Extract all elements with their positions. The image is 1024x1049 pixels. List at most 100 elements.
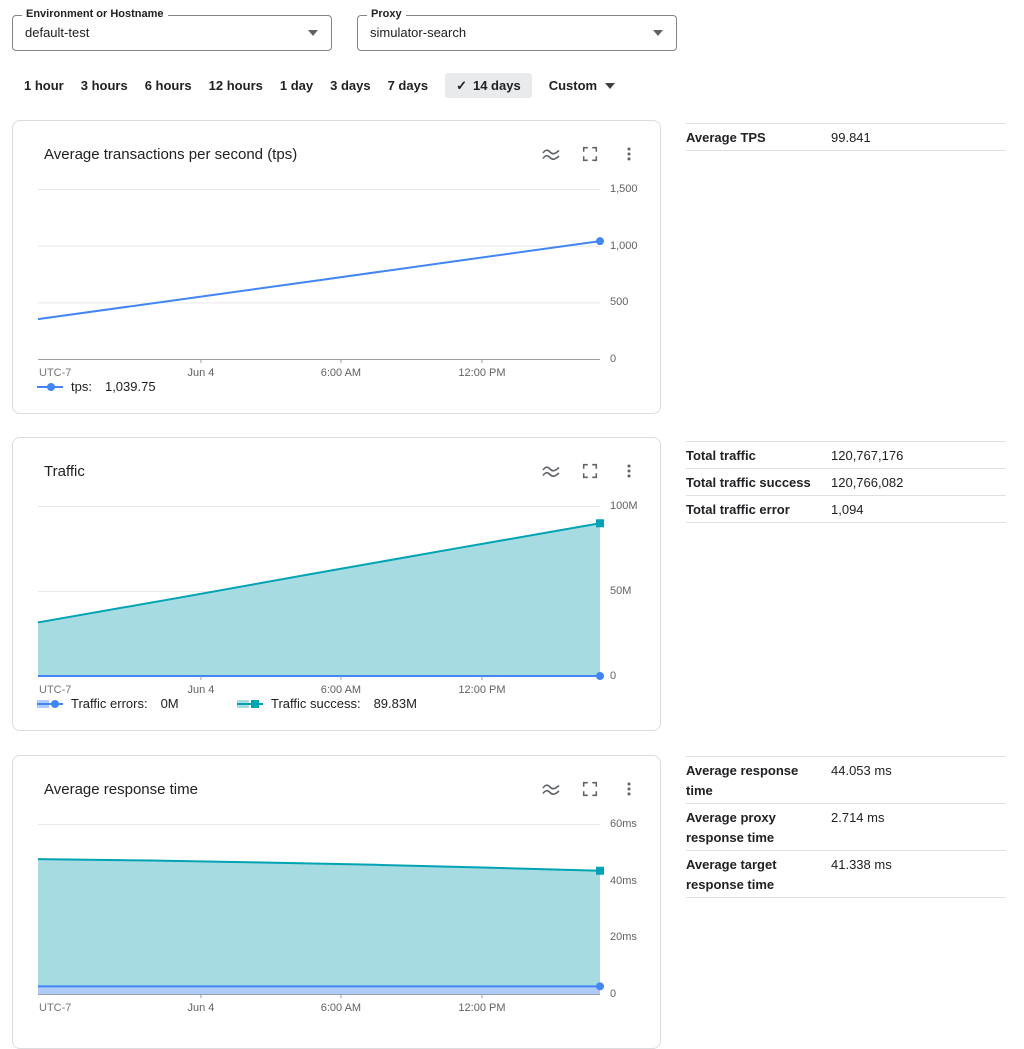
legend-item-tps[interactable]: tps: 1,039.75 <box>37 379 237 394</box>
stats-table-tps: Average TPS 99.841 <box>686 123 1006 151</box>
environment-select[interactable]: Environment or Hostname default-test <box>12 8 332 51</box>
time-range-label: 7 days <box>387 78 429 93</box>
stats-row: Average proxy response time 2.714 ms <box>686 804 1006 851</box>
time-range-7-days[interactable]: 7 days <box>388 73 428 98</box>
x-axis-tick-label: Jun 4 <box>187 684 215 696</box>
time-range-1-day[interactable]: 1 day <box>280 73 313 98</box>
time-range-label: 3 hours <box>80 78 128 93</box>
series-area <box>38 859 600 994</box>
fullscreen-icon[interactable] <box>579 460 601 482</box>
time-range-3-hours[interactable]: 3 hours <box>81 73 128 98</box>
x-axis-tick-label: Jun 4 <box>187 1002 215 1014</box>
series-line <box>37 522 601 624</box>
stat-value: 2.714 ms <box>831 810 885 825</box>
y-axis-tick-label: 0 <box>610 670 617 682</box>
time-range-label: 3 days <box>330 78 371 93</box>
response-time-chart: 0 20ms 40ms 60ms Jun 4 6:00 AM 12:00 PM UTC-7 <box>37 818 658 1024</box>
x-axis-tick-label: 12:00 PM <box>458 1002 506 1014</box>
y-axis-tick-label: 20ms <box>610 931 637 944</box>
time-range-12-hours[interactable]: 12 hours <box>209 73 263 98</box>
stats-row: Total traffic 120,767,176 <box>686 442 1006 469</box>
traffic-chart-legend: Traffic errors: 0M Traffic success: 89.83M <box>37 696 437 711</box>
legend-value: 1,039.75 <box>104 379 156 394</box>
more-options-icon[interactable] <box>618 143 640 165</box>
time-range-label: 1 hour <box>24 78 64 93</box>
timezone-label: UTC-7 <box>39 1002 72 1014</box>
legend-value: 89.83M <box>373 696 417 711</box>
chart-style-icon[interactable] <box>540 778 562 800</box>
stat-value: 41.338 ms <box>831 857 892 872</box>
series-area <box>38 986 600 994</box>
stats-row: Average response time 44.053 ms <box>686 757 1006 804</box>
more-options-icon[interactable] <box>618 460 640 482</box>
stats-row: Average TPS 99.841 <box>686 124 1006 151</box>
plot-svg <box>37 506 604 680</box>
fullscreen-icon[interactable] <box>579 143 601 165</box>
series-line <box>37 240 601 321</box>
x-axis-tick-label: 12:00 PM <box>458 684 506 696</box>
stat-label: Average target response time <box>686 857 777 892</box>
more-options-icon[interactable] <box>618 778 640 800</box>
traffic-errors-series-marker <box>37 698 63 710</box>
y-axis-tick-label: 1,500 <box>610 183 638 195</box>
proxy-select[interactable]: Proxy simulator-search <box>357 8 677 51</box>
timezone-label: UTC-7 <box>39 367 72 379</box>
series-end-marker <box>596 866 604 875</box>
time-range-label: Custom <box>548 78 598 93</box>
stat-label: Average TPS <box>686 130 766 145</box>
card-average-tps: Average transactions per second (tps) 0 5… <box>12 120 661 414</box>
tps-chart: 0 500 1,000 1,500 Jun 4 6:00 AM 12:00 PM UTC-7 <box>37 183 658 389</box>
stat-value: 120,767,176 <box>831 448 904 463</box>
time-range-label: 1 day <box>279 78 314 93</box>
x-axis-tick-label: 6:00 AM <box>320 684 362 696</box>
x-axis-tick-label: 6:00 AM <box>320 1002 362 1014</box>
time-range-14-days[interactable]: ✓ 14 days <box>445 73 532 98</box>
traffic-chart: 0 50M 100M Jun 4 6:00 AM 12:00 PM UTC-7 <box>37 500 658 706</box>
series-end-marker <box>596 672 604 680</box>
dropdown-arrow-icon <box>605 82 616 89</box>
proxy-select-label: Proxy <box>367 8 406 20</box>
stat-label: Total traffic success <box>686 475 811 490</box>
y-axis-tick-label: 60ms <box>610 818 637 830</box>
stats-row: Average target response time 41.338 ms <box>686 851 1006 898</box>
dropdown-arrow-icon <box>308 30 318 36</box>
environment-select-label: Environment or Hostname <box>22 8 168 20</box>
card-title: Average transactions per second (tps) <box>44 145 298 163</box>
series-end-marker <box>596 237 604 246</box>
proxy-select-value: simulator-search <box>370 25 467 40</box>
x-axis-tick-label: 6:00 AM <box>320 367 362 379</box>
y-axis-tick-label: 500 <box>610 296 629 309</box>
chart-style-icon[interactable] <box>540 143 562 165</box>
fullscreen-icon[interactable] <box>579 778 601 800</box>
check-icon: ✓ <box>456 78 467 93</box>
legend-label: Traffic errors: <box>71 696 148 711</box>
legend-label: tps: <box>71 379 92 394</box>
time-range-tabs: 1 hour 3 hours 6 hours 12 hours 1 day 3 days 7… <box>24 73 616 98</box>
legend-item-traffic-errors[interactable]: Traffic errors: 0M <box>37 696 237 711</box>
y-axis-tick-label: 40ms <box>610 874 637 887</box>
time-range-label: 12 hours <box>208 78 263 93</box>
series-end-marker <box>596 519 604 528</box>
stat-label: Total traffic <box>686 448 756 463</box>
chart-style-icon[interactable] <box>540 460 562 482</box>
legend-item-traffic-success[interactable]: Traffic success: 89.83M <box>237 696 437 711</box>
y-axis-tick-label: 50M <box>610 585 632 597</box>
time-range-custom[interactable]: Custom <box>548 73 616 98</box>
time-range-3-days[interactable]: 3 days <box>330 73 370 98</box>
y-axis-tick-label: 0 <box>610 353 617 365</box>
x-axis-tick-label: Jun 4 <box>187 367 215 379</box>
time-range-1-hour[interactable]: 1 hour <box>24 73 64 98</box>
time-range-label: 6 hours <box>144 78 192 93</box>
stat-label: Average proxy response time <box>686 810 776 845</box>
card-title: Average response time <box>44 780 198 798</box>
x-axis-tick-label: 12:00 PM <box>458 367 506 379</box>
y-axis-tick-label: 1,000 <box>610 239 638 252</box>
time-range-6-hours[interactable]: 6 hours <box>145 73 192 98</box>
stats-table-response-time: Average response time 44.053 ms Average pr… <box>686 756 1006 898</box>
stat-value: 1,094 <box>831 502 864 517</box>
tps-series-marker <box>37 381 63 393</box>
plot-svg <box>37 824 604 998</box>
plot-svg <box>37 189 604 363</box>
tps-chart-legend: tps: 1,039.75 <box>37 379 237 394</box>
y-axis-tick-label: 0 <box>610 988 617 1000</box>
